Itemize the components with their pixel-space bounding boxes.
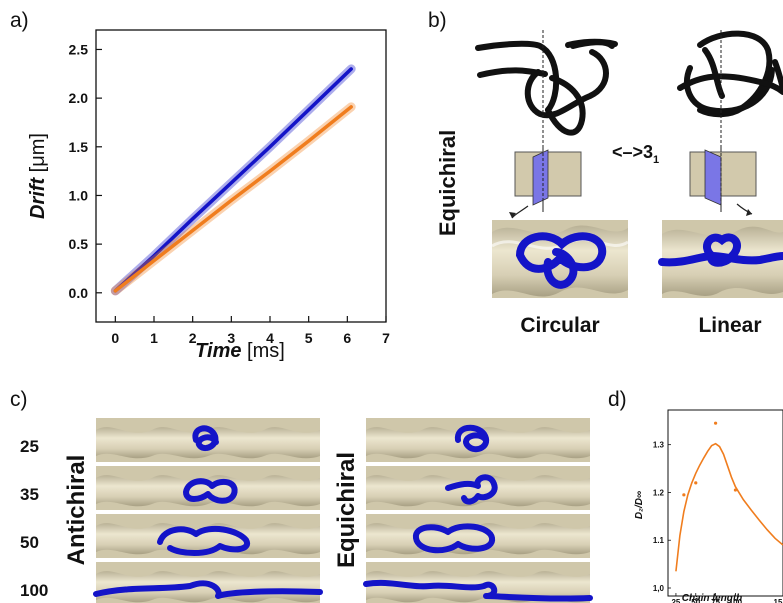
panel-b-label: b) [428,9,447,32]
data-point [713,421,718,425]
panel-b: b) Equichiral <–>31 [428,9,783,337]
y-tick-label: 2.0 [69,90,89,106]
caption-circular: Circular [520,314,599,337]
polymer-chain [454,424,489,453]
x-ticks: 0 1 2 3 4 5 6 7 [111,316,390,346]
y-ticks: 0.0 0.5 1.0 1.5 2.0 2.5 [69,41,102,301]
arrowhead-right-icon [746,209,752,216]
d-series [675,421,783,572]
channel-grid [93,418,593,603]
row-labels: 25 35 50 100 [20,437,48,600]
x-tick-label: 3 [227,330,235,346]
panel-a: a) 0 1 2 3 4 5 6 7 0.0 0.5 1.0 1.5 2.0 2.5 Time [ms]… [10,9,390,362]
arrow-left-icon [511,205,529,219]
channel-row-35-antichiral [96,466,320,510]
series-line-orange [113,105,353,293]
polymer-chain [183,478,238,504]
channel-row-50-antichiral [96,514,320,558]
x-tick-label: 7 [382,330,390,346]
panel-c-label: c) [10,388,28,411]
row-label-35: 35 [20,485,39,504]
channel-row-25-antichiral [96,418,320,462]
slab-right-icon [689,148,757,212]
polymer-chain [445,474,498,505]
d-x-tick-label: 25 [671,598,680,603]
channel-row-100-antichiral [93,562,323,603]
y-tick-label: 1.5 [69,139,89,155]
series-group [110,64,356,296]
d-y-tick-label: 1.2 [653,488,665,497]
y-tick-label: 2.5 [69,41,89,57]
data-point [694,481,698,485]
y-tick-label: 0.5 [69,236,89,252]
d-y-tick-label: 1.3 [653,441,665,450]
polymer-chain [363,579,593,602]
y-axis-title: Drift [μm] [27,133,49,219]
polymer-chain [192,425,219,452]
d-x-tick-label: 15 [774,598,783,603]
fit-curve [675,442,783,572]
y-tick-label: 1.0 [69,187,89,203]
polymer-chain [157,525,251,556]
panel-c: c) 25 35 50 100 Antichiral Equichiral [10,388,593,603]
channel-row-35-equichiral [366,466,590,510]
row-label-100: 100 [20,581,48,600]
panel-d-label: d) [608,388,627,411]
panel-a-label: a) [10,9,29,32]
polymer-chain [93,580,323,599]
x-tick-label: 4 [266,330,274,346]
plot-frame-d [667,409,783,597]
arrowhead-left-icon [509,212,516,218]
y-tick-label: 0.0 [69,285,89,301]
x-tick-label: 0 [111,330,119,346]
caption-linear: Linear [698,314,761,337]
panel-d: d) 25 50 75 100 15 1,0 1.1 1.2 1.3 D₂/D∞ Chain l… [608,388,783,603]
trefoil-knot-right-icon [677,30,783,118]
row-label-50: 50 [20,533,39,552]
data-point [682,493,686,497]
row-label-25: 25 [20,437,39,456]
series-line-blue [113,67,353,293]
equichiral-row-label: Equichiral [435,130,460,236]
channel-row-25-equichiral [366,418,590,462]
channel-render-linear [658,220,783,298]
d-y-tick-label: 1.1 [653,536,665,545]
d-x-tick-label: 75 [711,598,720,603]
x-tick-label: 2 [189,330,197,346]
equichiral-label: Equichiral [333,452,360,568]
x-tick-label: 6 [343,330,351,346]
d-y-axis-title: D₂/D∞ [634,491,645,519]
antichiral-label: Antichiral [63,455,90,566]
plot-frame [95,29,387,323]
x-axis-title: Time [ms] [195,340,285,362]
trefoil-knot-left-icon [475,38,618,136]
d-ticks: 25 50 75 100 15 1,0 1.1 1.2 1.3 [653,441,783,603]
x-tick-label: 1 [150,330,158,346]
x-tick-label: 5 [305,330,313,346]
channel-render-circular [491,220,629,298]
data-point [733,488,738,492]
channel-row-50-equichiral [366,514,590,558]
d-y-tick-label: 1,0 [653,584,665,593]
d-x-axis-title: Chain length [682,593,743,603]
polymer-chain [413,523,495,554]
transition-label: <–>31 [612,142,659,166]
d-x-tick-label: 50 [691,598,700,603]
slab-left-icon [514,148,582,212]
d-x-tick-label: 100 [729,598,743,603]
channel-row-100-equichiral [363,562,593,603]
